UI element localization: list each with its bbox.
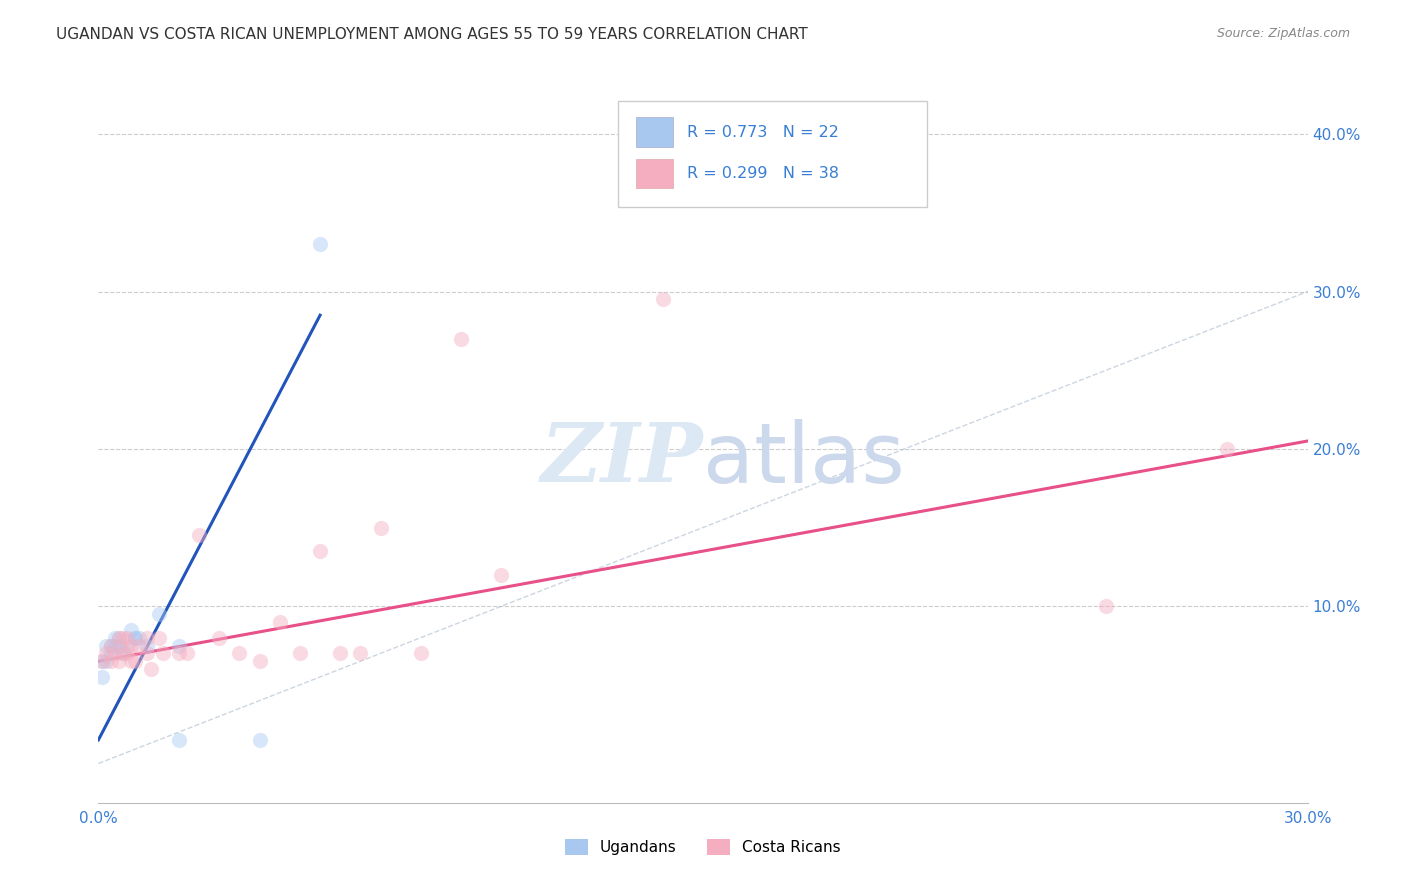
Point (107, 639, 129, 653)
Text: Source: ZipAtlas.com: Source: ZipAtlas.com (1216, 27, 1350, 40)
Point (107, 631, 129, 645)
Point (329, 646, 352, 660)
Point (96, 639, 118, 653)
Point (148, 607, 170, 621)
Point (107, 631, 129, 645)
Point (1216, 442, 1239, 456)
Point (148, 631, 170, 645)
Point (128, 639, 150, 653)
Point (115, 646, 138, 660)
Point (100, 646, 122, 660)
Point (228, 646, 250, 660)
Point (124, 631, 146, 645)
Point (111, 646, 134, 660)
Point (135, 639, 157, 653)
Point (120, 639, 142, 653)
Point (124, 654, 146, 668)
Point (128, 631, 150, 645)
Text: atlas: atlas (703, 418, 904, 500)
Point (103, 631, 125, 645)
Point (124, 631, 146, 645)
Point (135, 631, 157, 645)
Point (103, 646, 125, 660)
Point (111, 631, 134, 645)
Point (167, 639, 190, 653)
Point (249, 732, 271, 747)
Point (176, 646, 198, 660)
Point (269, 615, 291, 629)
Point (120, 654, 142, 668)
Point (491, 567, 513, 582)
Point (115, 639, 138, 653)
Point (91, 654, 114, 668)
Point (100, 639, 122, 653)
FancyBboxPatch shape (619, 101, 927, 207)
Point (208, 631, 231, 645)
Point (450, 332, 472, 346)
Point (107, 654, 129, 668)
Point (349, 646, 371, 660)
Point (96, 646, 118, 660)
Point (115, 631, 138, 645)
Point (139, 662, 162, 676)
Point (152, 646, 174, 660)
Point (111, 646, 134, 660)
Point (409, 646, 432, 660)
Point (96, 654, 118, 668)
Point (309, 544, 332, 558)
Point (188, 528, 211, 542)
Point (167, 646, 190, 660)
Legend: Ugandans, Costa Ricans: Ugandans, Costa Ricans (558, 833, 848, 861)
Point (100, 639, 122, 653)
Point (103, 639, 125, 653)
Point (288, 646, 311, 660)
Point (135, 646, 157, 660)
Point (651, 293, 673, 307)
Point (120, 623, 142, 637)
Text: R = 0.773   N = 22: R = 0.773 N = 22 (688, 125, 839, 139)
FancyBboxPatch shape (637, 159, 672, 188)
Point (100, 654, 122, 668)
Text: ZIP: ZIP (540, 419, 703, 499)
FancyBboxPatch shape (637, 118, 672, 146)
Point (91, 670, 114, 684)
Point (167, 732, 190, 747)
Point (1095, 599, 1118, 614)
Text: UGANDAN VS COSTA RICAN UNEMPLOYMENT AMONG AGES 55 TO 59 YEARS CORRELATION CHART: UGANDAN VS COSTA RICAN UNEMPLOYMENT AMON… (56, 27, 808, 42)
Text: R = 0.299   N = 38: R = 0.299 N = 38 (688, 166, 839, 181)
Point (370, 520, 392, 534)
Point (309, 237, 332, 252)
Point (91, 654, 114, 668)
Point (249, 654, 271, 668)
